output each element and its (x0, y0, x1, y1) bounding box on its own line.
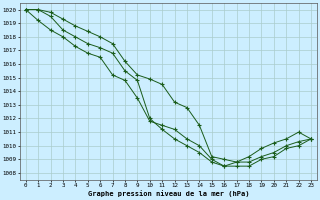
X-axis label: Graphe pression niveau de la mer (hPa): Graphe pression niveau de la mer (hPa) (88, 190, 249, 197)
